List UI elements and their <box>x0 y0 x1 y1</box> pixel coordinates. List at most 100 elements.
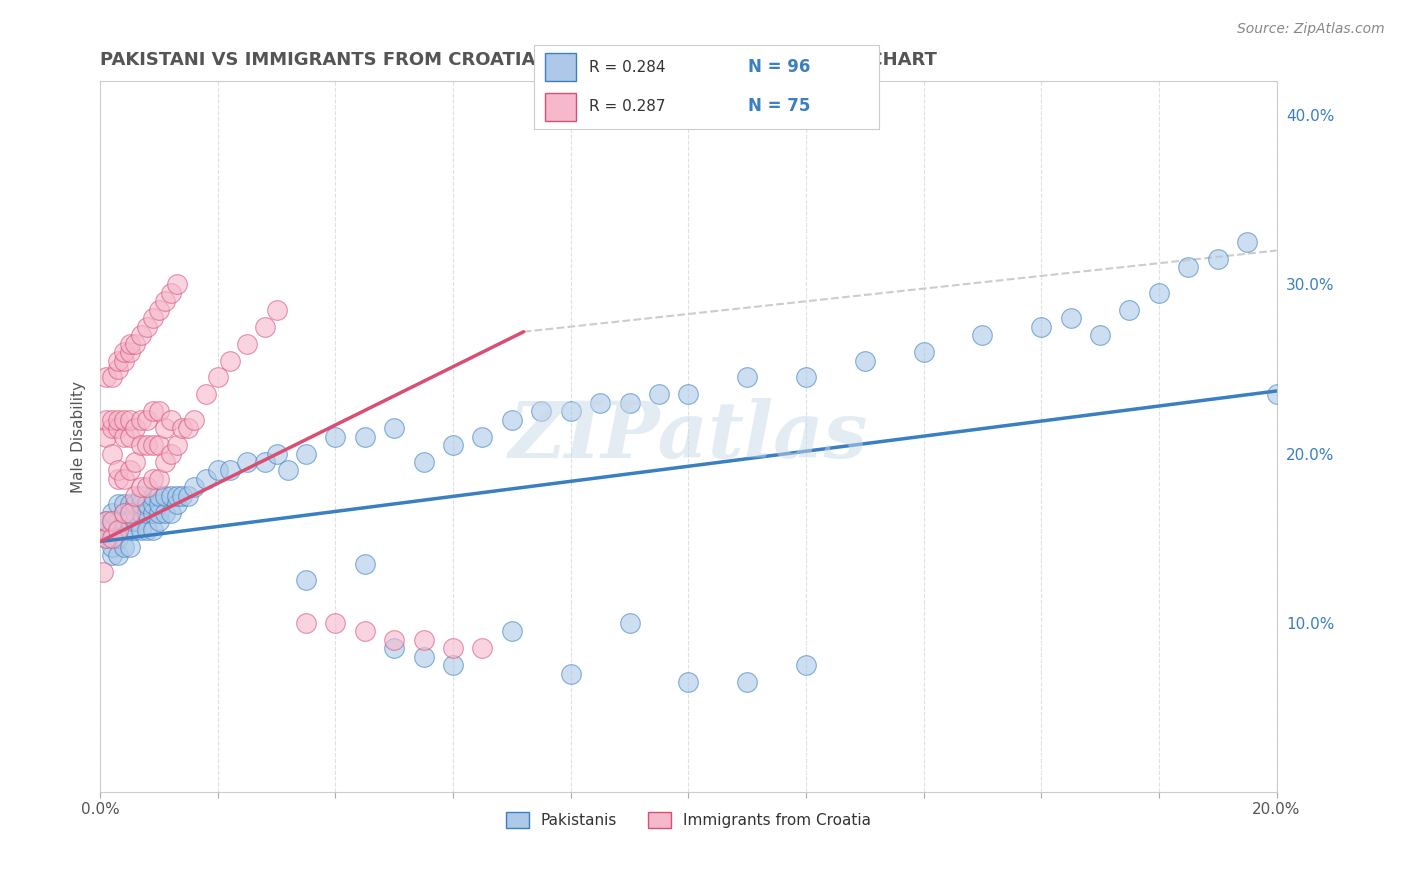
Point <box>131 480 153 494</box>
Point <box>112 413 135 427</box>
Point <box>560 666 582 681</box>
Point <box>560 404 582 418</box>
Point <box>441 658 464 673</box>
Point <box>112 523 135 537</box>
Point <box>648 387 671 401</box>
Point <box>142 311 165 326</box>
Point <box>619 396 641 410</box>
Point <box>148 302 170 317</box>
Point <box>236 336 259 351</box>
Point <box>131 497 153 511</box>
Point <box>166 489 188 503</box>
FancyBboxPatch shape <box>544 93 575 120</box>
Point <box>107 472 129 486</box>
Point <box>142 489 165 503</box>
Point <box>124 455 146 469</box>
Point <box>266 446 288 460</box>
Point <box>118 523 141 537</box>
Point <box>107 497 129 511</box>
Point <box>1118 302 1140 317</box>
Point <box>159 489 181 503</box>
Point <box>142 438 165 452</box>
Point <box>118 430 141 444</box>
Point <box>1088 328 1111 343</box>
Point <box>136 506 159 520</box>
Point <box>1265 387 1288 401</box>
Point <box>325 615 347 630</box>
Point <box>441 438 464 452</box>
Point <box>101 523 124 537</box>
Point <box>166 438 188 452</box>
Point <box>101 421 124 435</box>
Point <box>183 413 205 427</box>
Point <box>94 531 117 545</box>
Point <box>195 472 218 486</box>
Point <box>101 514 124 528</box>
Point <box>131 523 153 537</box>
Point <box>112 497 135 511</box>
Point <box>501 413 523 427</box>
Point <box>619 615 641 630</box>
Point <box>118 497 141 511</box>
Point <box>153 506 176 520</box>
Point <box>118 413 141 427</box>
Point <box>107 413 129 427</box>
Point <box>207 370 229 384</box>
Point <box>412 649 434 664</box>
Point <box>94 430 117 444</box>
Point <box>91 565 114 579</box>
Point <box>530 404 553 418</box>
Point <box>678 387 700 401</box>
Point <box>118 540 141 554</box>
Point <box>112 540 135 554</box>
Point <box>124 421 146 435</box>
Point <box>325 430 347 444</box>
Point <box>107 531 129 545</box>
Point <box>148 489 170 503</box>
Point <box>112 472 135 486</box>
Point <box>142 472 165 486</box>
Point <box>136 319 159 334</box>
Point <box>295 615 318 630</box>
Point <box>236 455 259 469</box>
Point <box>177 421 200 435</box>
Point <box>101 540 124 554</box>
Point <box>678 675 700 690</box>
Point <box>107 463 129 477</box>
Point <box>166 277 188 292</box>
Point <box>382 421 405 435</box>
Point <box>353 624 375 639</box>
Point <box>207 463 229 477</box>
Point <box>183 480 205 494</box>
Point <box>112 514 135 528</box>
Point <box>471 430 494 444</box>
Point <box>112 506 135 520</box>
Point <box>131 328 153 343</box>
Point <box>972 328 994 343</box>
Point <box>101 506 124 520</box>
Point <box>159 506 181 520</box>
Point <box>112 353 135 368</box>
Point <box>94 413 117 427</box>
Point <box>148 438 170 452</box>
Point <box>1059 311 1081 326</box>
Point <box>94 514 117 528</box>
Point <box>118 463 141 477</box>
Point <box>94 531 117 545</box>
Text: R = 0.284: R = 0.284 <box>589 60 666 75</box>
Point <box>153 455 176 469</box>
Point <box>124 497 146 511</box>
Point <box>101 531 124 545</box>
Point <box>136 497 159 511</box>
Text: PAKISTANI VS IMMIGRANTS FROM CROATIA MALE DISABILITY CORRELATION CHART: PAKISTANI VS IMMIGRANTS FROM CROATIA MAL… <box>100 51 936 69</box>
Point <box>853 353 876 368</box>
Point <box>107 362 129 376</box>
Point <box>177 489 200 503</box>
Point <box>142 497 165 511</box>
Point <box>94 514 117 528</box>
Point <box>94 523 117 537</box>
Point <box>112 430 135 444</box>
Point <box>441 641 464 656</box>
Point <box>172 489 194 503</box>
Point <box>107 353 129 368</box>
